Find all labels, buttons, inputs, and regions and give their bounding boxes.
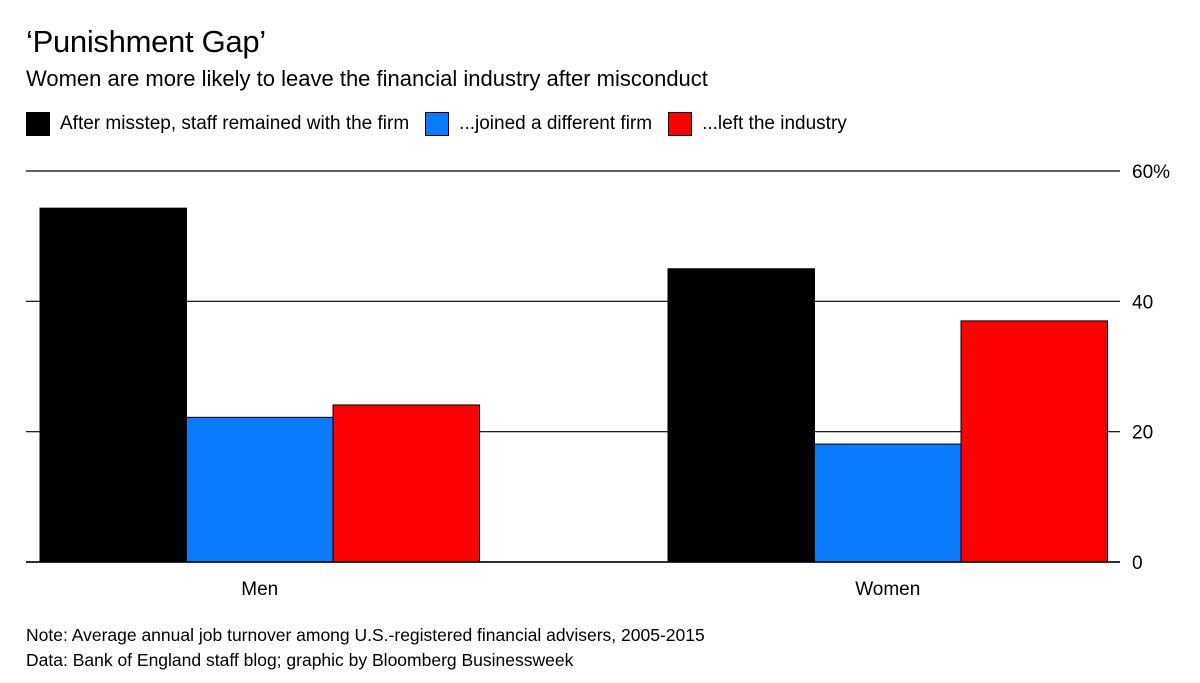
y-tick-label: 40 bbox=[1132, 292, 1153, 313]
legend-label-left: ...left the industry bbox=[702, 113, 847, 134]
legend-swatch-left bbox=[668, 112, 693, 136]
legend-item-left: ...left the industry bbox=[668, 112, 847, 136]
footnote-note: Note: Average annual job turnover among … bbox=[26, 625, 705, 645]
legend-item-joined: ...joined a different firm bbox=[425, 112, 652, 136]
bar bbox=[960, 320, 1108, 563]
chart-title: ‘Punishment Gap’ bbox=[26, 24, 266, 59]
legend-label-joined: ...joined a different firm bbox=[459, 113, 653, 134]
bar bbox=[186, 416, 334, 563]
chart-subtitle: Women are more likely to leave the finan… bbox=[26, 66, 708, 91]
bar bbox=[814, 443, 962, 563]
bar bbox=[667, 268, 815, 563]
legend-label-remained: After misstep, staff remained with the f… bbox=[60, 113, 410, 134]
x-tick-label: Women bbox=[855, 579, 920, 600]
footnote-source: Data: Bank of England staff blog; graphi… bbox=[26, 650, 574, 670]
bar bbox=[39, 207, 187, 563]
y-tick-label: 20 bbox=[1132, 423, 1153, 444]
y-tick-label: 60% bbox=[1132, 162, 1170, 183]
legend: After misstep, staff remained with the f… bbox=[26, 112, 863, 136]
legend-swatch-remained bbox=[26, 112, 50, 136]
legend-swatch-joined bbox=[425, 112, 450, 136]
y-tick-label: 0 bbox=[1132, 553, 1143, 574]
bar bbox=[332, 404, 480, 563]
legend-item-remained: After misstep, staff remained with the f… bbox=[26, 112, 409, 136]
x-tick-label: Men bbox=[241, 579, 278, 600]
